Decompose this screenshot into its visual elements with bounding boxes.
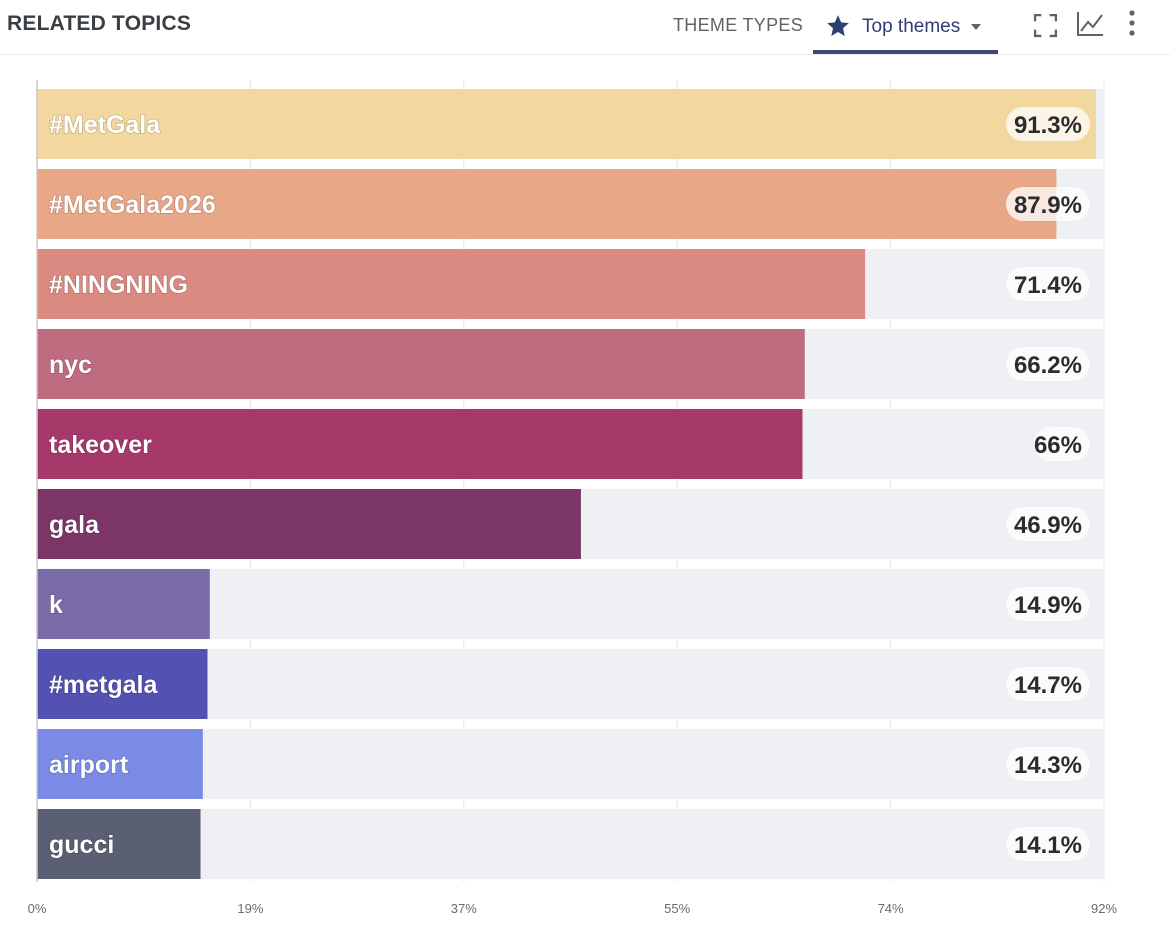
tab-theme-types[interactable]: THEME TYPES [673,15,803,35]
value-pill [1006,667,1090,701]
bar-value-label: 14.1% [1014,832,1082,859]
value-pill [1006,827,1090,861]
value-pill [1006,747,1090,781]
bar-category-label: #MetGala2026 [49,191,216,219]
dropdown-caret-icon[interactable] [971,24,981,30]
bar[interactable] [37,809,201,879]
line-chart-icon[interactable] [1076,11,1104,37]
x-tick-label: 0% [28,901,47,916]
value-pill [1006,347,1090,381]
bar-category-label: nyc [49,351,92,379]
bar-value-label: 71.4% [1014,272,1082,299]
value-pill [1006,187,1090,221]
bar[interactable] [37,89,1096,159]
x-tick-label: 74% [878,901,904,916]
bar-value-label: 87.9% [1014,192,1082,219]
value-pill [1006,507,1090,541]
bar[interactable] [37,409,803,479]
bar-value-label: 14.9% [1014,592,1082,619]
bar[interactable] [37,169,1057,239]
panel-title: RELATED TOPICS [7,12,192,35]
bar[interactable] [37,729,203,799]
bar-value-label: 66.2% [1014,352,1082,379]
bar-value-label: 66% [1034,432,1082,459]
more-vert-icon[interactable] [1125,9,1139,37]
bar-category-label: k [49,591,63,619]
x-tick-label: 55% [664,901,690,916]
top-themes-label: Top themes [862,16,961,37]
bar[interactable] [37,569,210,639]
bar-category-label: #MetGala [49,111,161,139]
value-pill [1006,267,1090,301]
bar[interactable] [37,489,581,559]
bar-chart: #MetGala 91.3% #MetGala2026 87.9% #NINGNING 7… [0,56,1170,934]
bar-category-label: #metgala [49,671,158,699]
bar-category-label: takeover [49,431,152,459]
bar-value-label: 14.7% [1014,672,1082,699]
value-pill [1034,427,1090,461]
tab-top-themes[interactable]: Top themes [813,0,998,54]
bar-category-label: gala [49,511,100,539]
value-pill [1006,107,1090,141]
bar-value-label: 14.3% [1014,752,1082,779]
bar-category-label: gucci [49,831,114,859]
bar[interactable] [37,329,805,399]
x-tick-label: 92% [1091,901,1117,916]
bar-value-label: 91.3% [1014,112,1082,139]
fullscreen-icon[interactable] [1033,13,1058,38]
bar-value-label: 46.9% [1014,512,1082,539]
bar[interactable] [37,649,208,719]
x-tick-label: 19% [237,901,263,916]
chart-svg: #MetGala 91.3% #MetGala2026 87.9% #NINGNING 7… [28,80,1117,916]
value-pill [1006,587,1090,621]
bar-track [37,729,1104,799]
bar-track [37,649,1104,719]
star-icon [827,15,849,36]
bar-track [37,809,1104,879]
panel-header: RELATED TOPICS THEME TYPES Top themes [0,0,1170,55]
x-tick-label: 37% [451,901,477,916]
bar[interactable] [37,249,866,319]
bar-category-label: #NINGNING [49,271,188,299]
bar-track [37,569,1104,639]
bar-category-label: airport [49,751,129,779]
